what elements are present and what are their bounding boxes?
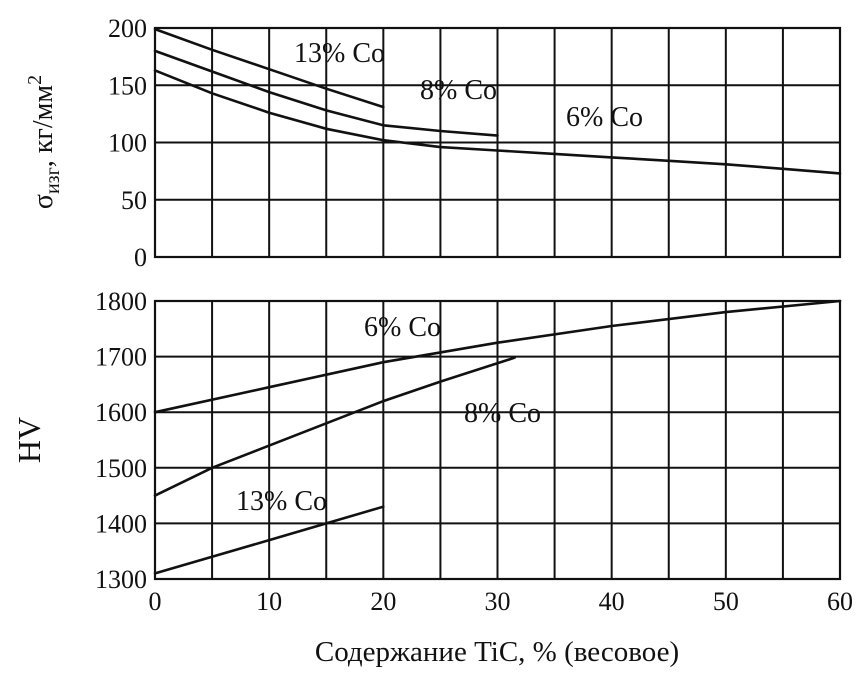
hardness-y-tick-label: 1600 <box>95 398 147 427</box>
strength-label-13co: 13% Co <box>294 38 385 69</box>
strength-label-6co: 6% Co <box>566 102 643 133</box>
strength-y-tick-label: 200 <box>108 14 147 43</box>
strength-label-8co: 8% Co <box>420 75 497 106</box>
hardness-y-tick-label: 1700 <box>95 343 147 372</box>
hardness-y-tick-label: 1800 <box>95 287 147 316</box>
x-tick-label: 60 <box>827 587 853 616</box>
x-axis-ticks: 0 10 20 30 40 50 60 <box>149 587 854 616</box>
strength-y-axis-label: σизг, кг/мм2 <box>24 75 64 209</box>
strength-chart: 0 50 100 150 200 σизг, кг/мм2 13% Co 8% Co 6… <box>24 14 842 272</box>
hardness-label-8co: 8% Co <box>464 398 541 429</box>
hardness-curves <box>153 299 842 575</box>
x-tick-label: 20 <box>370 587 396 616</box>
strength-y-tick-label: 0 <box>134 243 147 272</box>
hardness-chart: 1300 1400 1500 1600 1700 1800 0 10 20 30 40 50 60 H… <box>11 287 853 668</box>
strength-curve-6co <box>153 69 842 175</box>
x-tick-label: 50 <box>713 587 739 616</box>
x-tick-label: 0 <box>149 587 162 616</box>
strength-y-tick-label: 100 <box>108 129 147 158</box>
hardness-y-axis-label: HV <box>11 417 47 463</box>
hardness-label-13co: 13% Co <box>236 486 327 517</box>
strength-curve-8co <box>153 49 499 137</box>
hardness-y-tick-label: 1300 <box>95 565 147 594</box>
strength-y-tick-label: 150 <box>108 71 147 100</box>
hardness-grid <box>155 301 840 579</box>
x-tick-label: 40 <box>599 587 625 616</box>
x-tick-label: 30 <box>485 587 511 616</box>
strength-grid <box>155 28 840 257</box>
hardness-plot-frame <box>153 299 842 581</box>
x-axis-label: Содержание TiC, % (весовое) <box>315 636 679 668</box>
hardness-y-tick-label: 1500 <box>95 454 147 483</box>
strength-plot-frame <box>153 26 842 259</box>
hardness-curve-8co <box>153 356 516 497</box>
hardness-y-tick-label: 1400 <box>95 509 147 538</box>
hardness-curve-6co <box>153 299 842 414</box>
hardness-label-6co: 6% Co <box>364 312 441 343</box>
x-tick-label: 10 <box>256 587 282 616</box>
strength-y-ticks: 0 50 100 150 200 <box>108 14 147 272</box>
hardness-curve-13co <box>153 505 385 575</box>
hardness-y-ticks: 1300 1400 1500 1600 1700 1800 <box>95 287 147 594</box>
strength-curve-13co <box>153 27 385 109</box>
strength-curves <box>153 27 842 175</box>
strength-y-tick-label: 50 <box>121 186 147 215</box>
